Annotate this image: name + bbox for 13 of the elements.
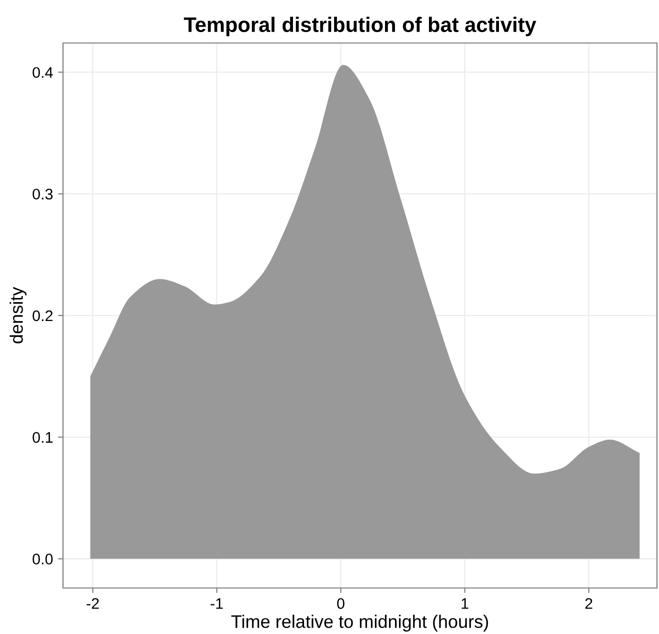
x-axis-title: Time relative to midnight (hours)	[231, 614, 488, 632]
x-tick-label: 2	[585, 598, 592, 609]
y-tick-label: 0.1	[32, 432, 53, 443]
y-tick-label: 0.2	[32, 310, 53, 322]
y-tick-label: 0.0	[32, 554, 53, 564]
x-tick-label: -2	[86, 598, 99, 609]
x-tick-label: 0	[337, 598, 344, 609]
y-tick-label: 0.4	[32, 67, 53, 78]
x-tick-label: 1	[462, 598, 468, 609]
x-tick-label: -1	[210, 598, 223, 609]
y-axis-title: density	[10, 286, 26, 344]
chart-title: Temporal distribution of bat activity	[184, 16, 536, 36]
y-tick-label: 0.3	[32, 188, 53, 200]
